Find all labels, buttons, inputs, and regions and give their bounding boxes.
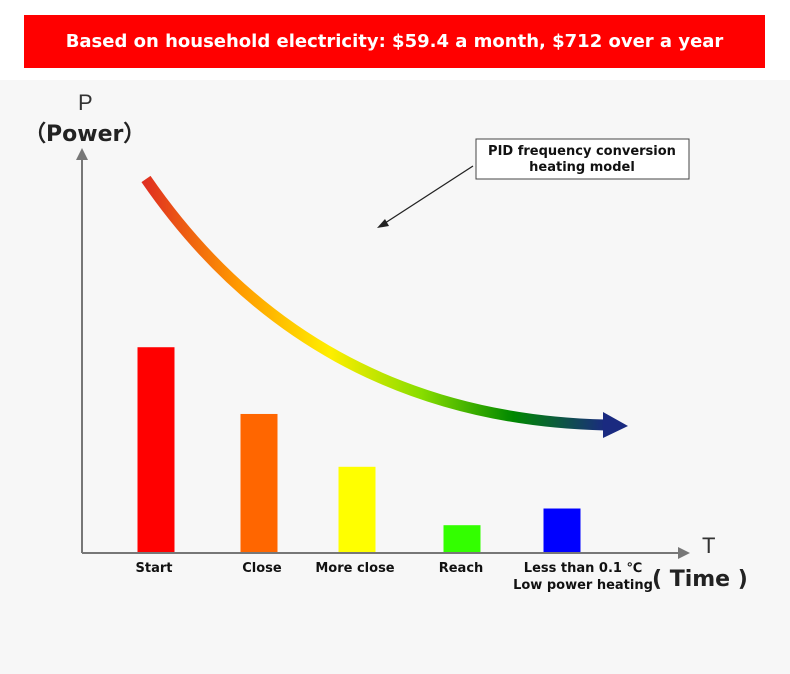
category-label-4-line2: Low power heating <box>513 578 653 593</box>
banner-text: Based on household electricity: $59.4 a … <box>65 31 724 52</box>
category-label-0-line1: Start <box>136 561 173 576</box>
category-label-4-line1: Less than 0.1 ℃ <box>524 561 642 576</box>
annotation-box <box>475 138 690 180</box>
trend-arrowhead <box>603 412 628 438</box>
annotation-line1: PID frequency conversion <box>488 144 676 159</box>
annotation-pointer-head <box>377 219 389 228</box>
y-axis-label: （Power） <box>24 122 145 147</box>
header-banner: Based on household electricity: $59.4 a … <box>24 15 765 68</box>
annotation-pointer <box>381 165 474 226</box>
annotation-line2: heating model <box>529 160 635 175</box>
bar-4 <box>543 508 581 553</box>
y-axis-symbol: P <box>78 90 93 115</box>
x-axis-label: ( Time ) <box>652 567 748 592</box>
category-label-3-line1: Reach <box>439 561 484 576</box>
category-label-2-line1: More close <box>315 561 394 576</box>
bar-1 <box>240 413 278 553</box>
bar-3 <box>443 525 481 553</box>
bar-0 <box>137 347 175 553</box>
bar-2 <box>338 466 376 553</box>
category-label-1-line1: Close <box>242 561 282 576</box>
trend-curve <box>141 175 606 431</box>
x-axis-symbol: T <box>702 533 715 558</box>
